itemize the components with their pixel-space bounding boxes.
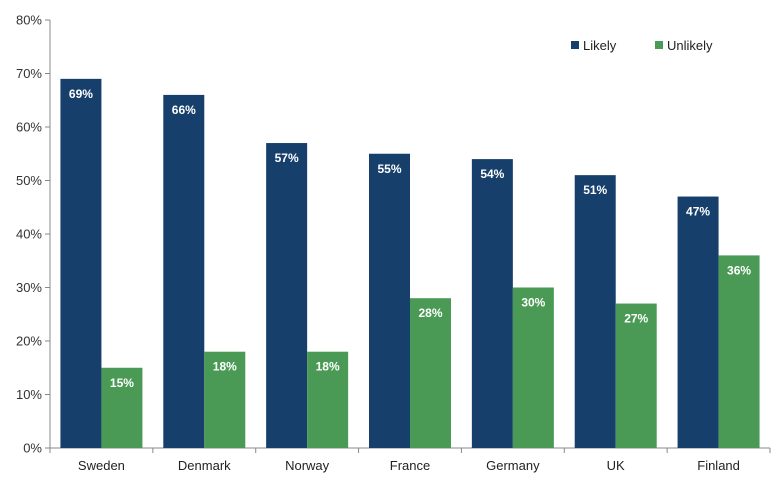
bar-unlikely [512, 287, 554, 448]
bar-unlikely [101, 367, 143, 448]
bar-unlikely [307, 351, 349, 448]
y-axis: 0% 10% 20% 30% 40% 50% 60% 70% 80% [16, 13, 51, 456]
data-label-unlikely: 18% [213, 360, 237, 374]
bar-likely [163, 94, 205, 449]
data-label-unlikely: 28% [418, 306, 442, 320]
data-label-likely: 66% [172, 103, 196, 117]
data-label-unlikely: 18% [316, 360, 340, 374]
data-label-unlikely: 30% [521, 296, 545, 310]
data-label-likely: 69% [69, 87, 93, 101]
bar-likely [369, 153, 410, 448]
legend: Likely Unlikely [571, 38, 713, 53]
bar-unlikely [718, 255, 760, 448]
legend-label-unlikely: Unlikely [667, 38, 713, 53]
y-tick-label: 70% [16, 66, 42, 81]
x-tick-label: Denmark [178, 458, 231, 473]
bar-unlikely [615, 303, 657, 448]
legend-swatch-likely [571, 41, 579, 49]
y-tick-label: 20% [16, 334, 42, 349]
x-tick-label: Finland [697, 458, 740, 473]
y-tick-label: 50% [16, 173, 42, 188]
bar-likely [60, 78, 102, 448]
y-tick-label: 40% [16, 227, 42, 242]
data-label-unlikely: 27% [624, 312, 648, 326]
bar-likely [266, 143, 308, 449]
y-tick-label: 80% [16, 13, 42, 28]
data-label-likely: 55% [377, 162, 401, 176]
bar-likely [574, 175, 616, 448]
bar-unlikely [204, 351, 246, 448]
bar-likely [677, 196, 719, 448]
y-tick-label: 60% [16, 120, 42, 135]
data-label-unlikely: 15% [110, 376, 134, 390]
x-tick-label: Norway [285, 458, 330, 473]
x-tick-label: Sweden [78, 458, 125, 473]
x-tick-label: France [390, 458, 430, 473]
x-tick-label: UK [607, 458, 625, 473]
data-label-likely: 57% [275, 151, 299, 165]
y-tick-label: 10% [16, 387, 42, 402]
y-tick-label: 0% [23, 441, 42, 456]
data-label-likely: 47% [686, 205, 710, 219]
data-label-unlikely: 36% [727, 263, 751, 277]
data-label-likely: 54% [480, 167, 504, 181]
x-tick-label: Germany [486, 458, 540, 473]
bar-likely [471, 159, 513, 448]
legend-swatch-unlikely [655, 41, 663, 49]
y-tick-label: 30% [16, 280, 42, 295]
x-axis: Sweden Denmark Norway France Germany UK Finlan… [49, 447, 771, 473]
legend-label-likely: Likely [583, 38, 617, 53]
bars: 69% 15% 66% 18% 57% 18% 55% 28% 54% 30% 51% 27% 47% 3… [60, 78, 760, 449]
data-label-likely: 51% [583, 183, 607, 197]
bar-unlikely [410, 298, 451, 448]
